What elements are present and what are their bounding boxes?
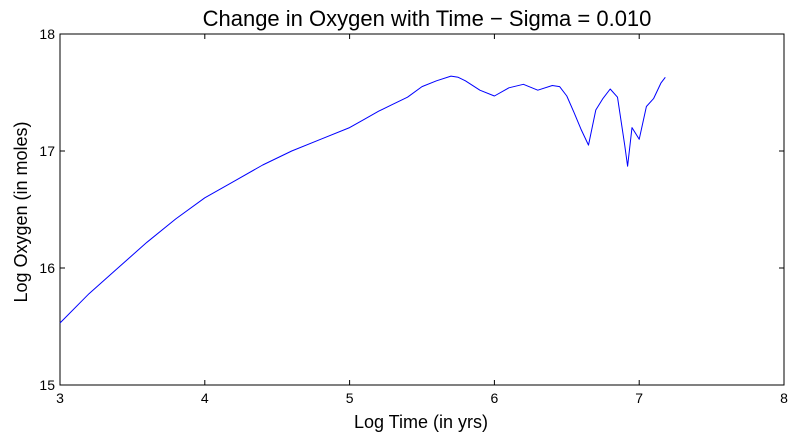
y-tick-label: 18 [39,26,55,42]
y-tick-label: 17 [39,143,55,159]
y-axis-label: Log Oxygen (in moles) [11,121,31,302]
x-tick-label: 6 [491,390,499,406]
x-tick-label: 3 [56,390,64,406]
y-tick-label: 16 [39,260,55,276]
x-tick-label: 5 [346,390,354,406]
x-tick-label: 7 [635,390,643,406]
y-tick-label: 15 [39,377,55,393]
data-series [59,75,666,324]
x-tick-label: 8 [780,390,788,406]
tick-labels: 3 4 5 6 7 8 15 16 17 18 [39,26,788,406]
plot-area-frame [59,33,785,386]
x-tick-label: 4 [201,390,209,406]
x-axis-label: Log Time (in yrs) [354,412,488,432]
chart-title: Change in Oxygen with Time − Sigma = 0.0… [203,6,652,31]
series-line-0 [59,75,666,324]
axis-ticks [59,33,785,386]
